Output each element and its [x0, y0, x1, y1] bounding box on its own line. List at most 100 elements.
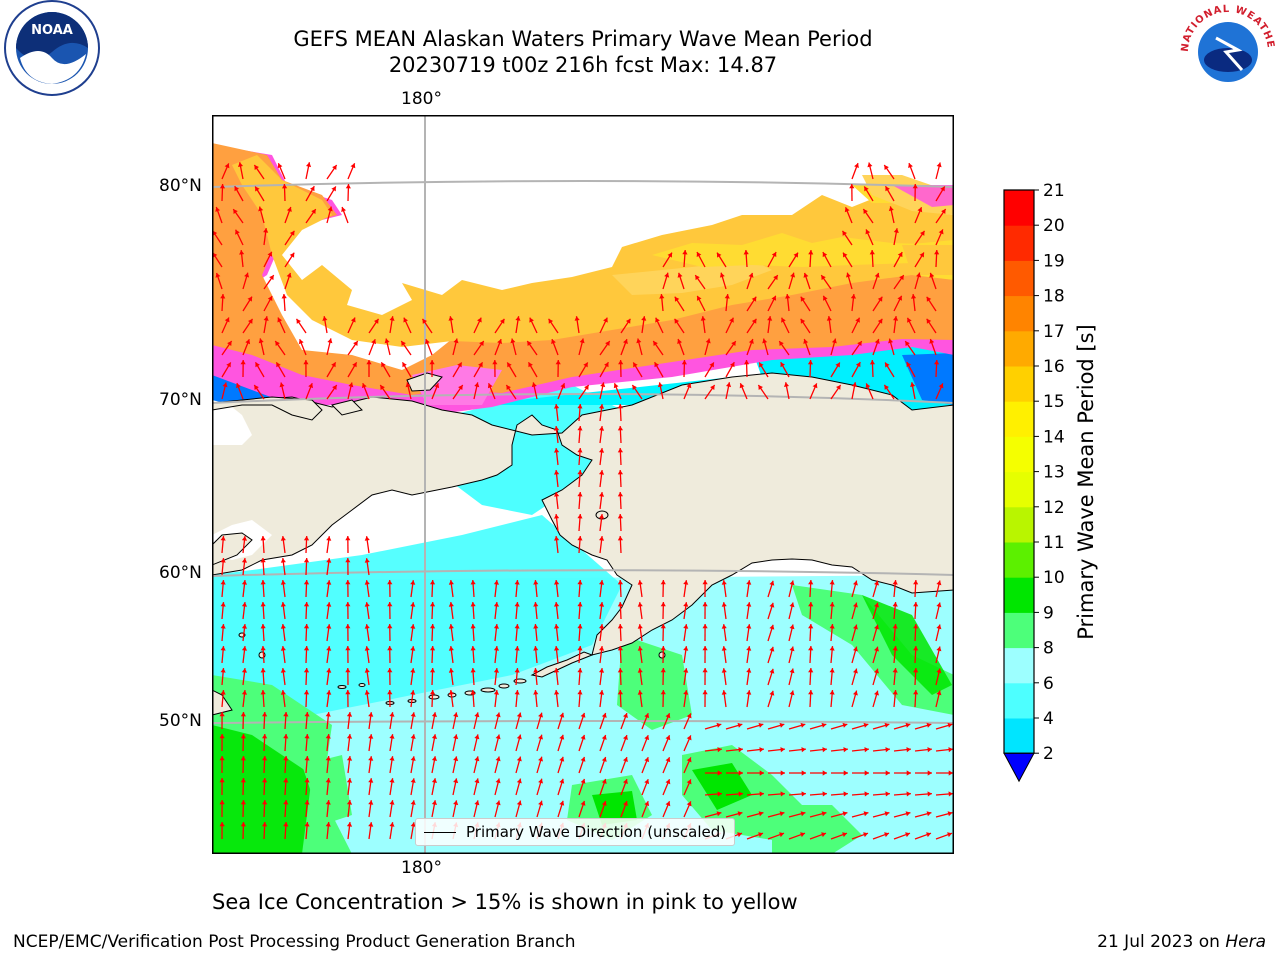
- wave-arrow-head: [822, 747, 827, 753]
- wave-arrow-head: [601, 757, 607, 762]
- wave-arrow-head: [617, 668, 623, 673]
- colorbar-bin: [1004, 366, 1034, 402]
- wave-arrow-head: [389, 316, 395, 321]
- wave-arrow-head: [577, 426, 583, 431]
- wave-arrow-head: [262, 822, 268, 827]
- wave-arrow-head: [683, 690, 689, 695]
- footer-date-text: 21 Jul 2023 on: [1097, 932, 1226, 952]
- wave-arrow-head: [254, 385, 259, 390]
- wave-arrow-head: [554, 470, 560, 475]
- wave-arrow-head: [560, 383, 566, 389]
- wave-arrow-head: [686, 757, 692, 763]
- colorbar-bin: [1004, 682, 1034, 719]
- wave-arrow-head: [516, 800, 522, 806]
- wave-arrow-head: [495, 712, 501, 718]
- wave-arrow-head: [601, 801, 607, 806]
- wave-arrow-head: [227, 341, 232, 346]
- wave-arrow-head: [389, 712, 395, 717]
- wave-arrow-head: [617, 470, 623, 475]
- wave-arrow-head: [492, 360, 498, 365]
- wave-arrow-head: [325, 734, 331, 739]
- wave-arrow-head: [717, 770, 722, 776]
- wave-arrow-head: [280, 624, 286, 629]
- wave-arrow-head: [803, 339, 809, 344]
- wave-arrow-head: [744, 360, 750, 365]
- wave-arrow-head: [926, 296, 932, 302]
- wave-arrow-head: [644, 801, 650, 807]
- wave-arrow-head: [653, 341, 658, 346]
- wave-arrow-head: [554, 624, 560, 629]
- wave-arrow-head: [425, 339, 430, 345]
- colorbar: 2 4 6 8 9 10 11 12 13 14 15 16 17 18 19 20 21: [1003, 181, 1065, 783]
- wave-arrow-head: [304, 778, 310, 783]
- colorbar-tick-label: 12: [1043, 498, 1065, 518]
- wave-arrow-head: [641, 316, 647, 321]
- wave-arrow-head: [470, 646, 476, 651]
- wave-arrow-head: [613, 383, 619, 389]
- wave-arrow-head: [244, 272, 250, 278]
- wave-arrow-head: [808, 250, 814, 255]
- colorbar-bin: [1004, 542, 1034, 578]
- wave-arrow-head: [686, 779, 692, 785]
- map-legend: Primary Wave Direction (unscaled): [415, 818, 736, 846]
- wave-arrow-head: [617, 448, 623, 453]
- wave-arrow-head: [864, 747, 869, 753]
- wave-arrow-head: [617, 624, 623, 629]
- wave-arrow-head: [926, 722, 932, 728]
- wave-arrow-head: [716, 722, 722, 728]
- wave-arrow-head: [345, 536, 351, 541]
- wave-arrow-head: [327, 338, 333, 344]
- wave-arrow-head: [495, 778, 501, 784]
- wave-arrow-head: [686, 383, 692, 389]
- wave-arrow-head: [721, 690, 727, 695]
- wave-arrow-head: [241, 536, 247, 541]
- wave-arrow-head: [864, 791, 869, 797]
- nws-logo: NATIONAL WEATHER SERVICE: [1176, 0, 1276, 100]
- colorbar-bin: [1004, 401, 1034, 437]
- wave-arrow-head: [303, 580, 310, 585]
- wave-arrow-head: [812, 383, 818, 389]
- chart-subtitle: 20230719 t00z 216h fcst Max: 14.87: [388, 53, 778, 77]
- wave-arrow-head: [212, 252, 218, 258]
- wave-arrow-head: [874, 646, 879, 652]
- wave-arrow-head: [853, 668, 858, 674]
- lat-label-60: 60°N: [159, 563, 202, 583]
- wave-arrow-head: [286, 272, 292, 278]
- wave-arrow-head: [387, 646, 393, 651]
- wave-arrow-head: [240, 800, 246, 805]
- wave-arrow-head: [821, 832, 826, 838]
- wave-arrow-head: [554, 668, 560, 673]
- colorbar-bin: [1004, 295, 1034, 332]
- wave-arrow-head: [751, 318, 757, 324]
- wave-arrow-head: [724, 294, 730, 299]
- wave-arrow-head: [926, 811, 932, 817]
- wave-arrow-head: [686, 735, 692, 741]
- wave-arrow-head: [746, 646, 752, 651]
- wave-arrow-head: [220, 536, 226, 541]
- wave-arrow-head: [617, 690, 623, 695]
- wave-arrow-head: [283, 800, 289, 805]
- wave-arrow-head: [283, 712, 289, 717]
- wave-arrow-head: [220, 668, 226, 673]
- wave-arrow-head: [220, 624, 226, 629]
- wave-arrow-head: [325, 778, 331, 783]
- wave-arrow-head: [577, 668, 583, 673]
- wave-arrow-head: [280, 558, 286, 563]
- wave-arrow-head: [410, 778, 416, 783]
- wave-arrow-head: [235, 229, 240, 235]
- footer-date: 21 Jul 2023 on Hera: [1097, 932, 1266, 952]
- colorbar-tick-label: 19: [1043, 251, 1065, 271]
- wave-arrow-head: [559, 756, 565, 762]
- wave-arrow-head: [280, 536, 286, 541]
- wave-arrow-head: [702, 624, 708, 629]
- land-masses: [212, 372, 954, 656]
- wave-arrow-head: [822, 791, 827, 797]
- wave-arrow-head: [554, 426, 560, 431]
- wave-arrow-head: [710, 385, 715, 390]
- wave-arrow-head: [579, 338, 585, 344]
- wave-arrow-head: [913, 624, 919, 629]
- wave-arrow-head: [580, 734, 586, 740]
- wave-arrow-head: [696, 295, 702, 301]
- wave-arrow-head: [389, 756, 395, 761]
- wave-arrow-head: [538, 778, 543, 784]
